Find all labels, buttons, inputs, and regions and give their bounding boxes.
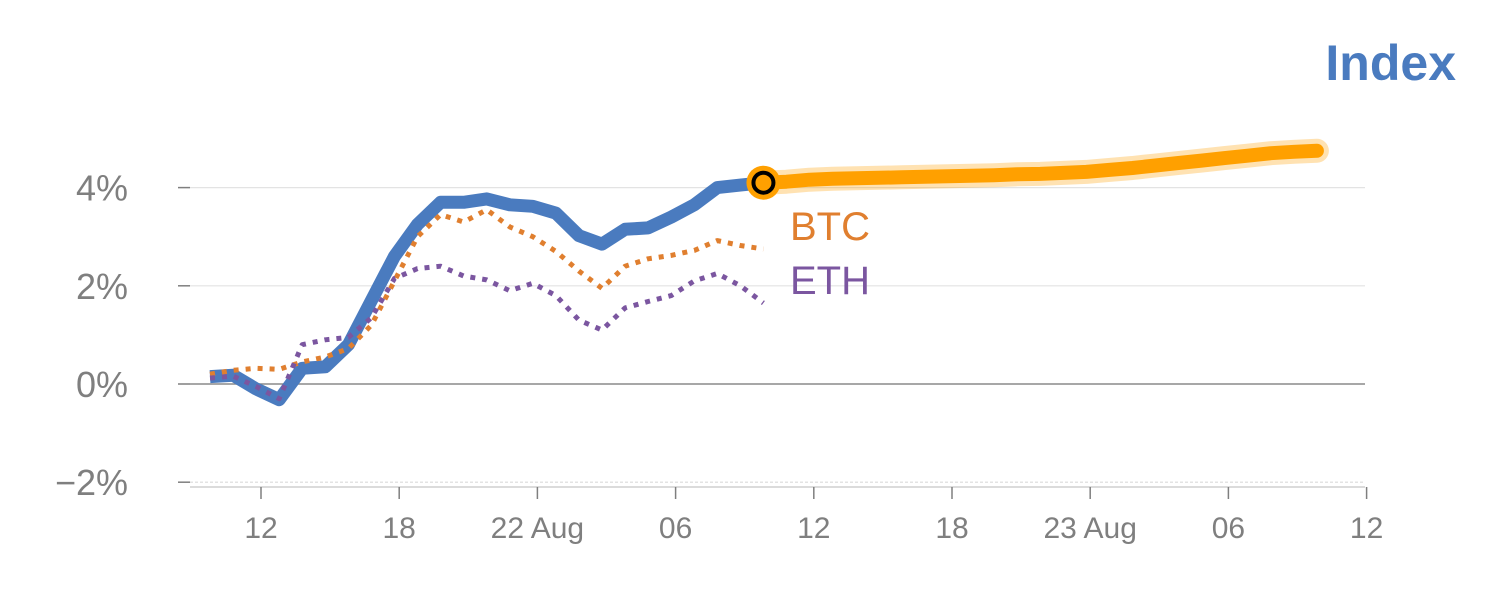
current-value-marker: [746, 165, 781, 200]
gridlines: [190, 187, 1365, 483]
axes: 4% 2% 0% −2% 12 18 22 Aug 06 12 18 23 Aug 06 12: [55, 168, 1383, 545]
btc-line: [209, 207, 764, 377]
projection-line: [756, 143, 1324, 190]
y-tick-label: 0%: [76, 364, 128, 405]
series-labels: BTC ETH: [790, 205, 870, 303]
x-tick-label: 22 Aug: [491, 512, 584, 545]
eth-label: ETH: [790, 259, 870, 303]
x-tick-label: 06: [659, 512, 692, 545]
btc-label: BTC: [790, 205, 870, 249]
x-tick-label: 12: [1350, 512, 1383, 545]
x-tick-label: 12: [244, 512, 277, 545]
x-tick-label: 18: [383, 512, 416, 545]
x-tick-label: 18: [935, 512, 968, 545]
x-tick-label: 06: [1212, 512, 1245, 545]
y-tick-label: 4%: [76, 168, 128, 209]
x-tick-label: 23 Aug: [1043, 512, 1136, 545]
x-tick-label: 12: [797, 512, 830, 545]
index-line: [209, 176, 765, 407]
y-tick-label: 2%: [76, 266, 128, 307]
series-lines: [209, 138, 1329, 407]
y-tick-label: −2%: [55, 462, 128, 503]
chart-title: Index: [1325, 35, 1456, 91]
marker-inner: [751, 170, 776, 195]
eth-line: [209, 263, 765, 402]
